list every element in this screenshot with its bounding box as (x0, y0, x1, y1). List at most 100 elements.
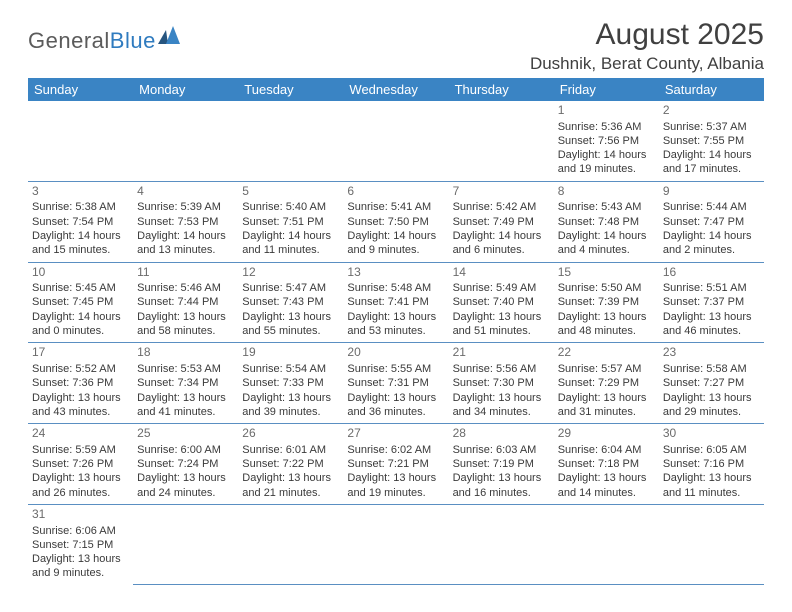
daylight-text: Daylight: 13 hours and 58 minutes. (137, 310, 234, 339)
sunset-text: Sunset: 7:47 PM (663, 215, 760, 229)
sunrise-text: Sunrise: 5:38 AM (32, 200, 129, 214)
daylight-text: Daylight: 14 hours and 2 minutes. (663, 229, 760, 258)
calendar-cell: 29Sunrise: 6:04 AMSunset: 7:18 PMDayligh… (554, 424, 659, 505)
day-number: 11 (137, 265, 234, 281)
sunset-text: Sunset: 7:45 PM (32, 295, 129, 309)
day-number: 12 (242, 265, 339, 281)
sunset-text: Sunset: 7:19 PM (453, 457, 550, 471)
sunset-text: Sunset: 7:51 PM (242, 215, 339, 229)
page-subtitle: Dushnik, Berat County, Albania (530, 54, 764, 74)
daylight-text: Daylight: 13 hours and 21 minutes. (242, 471, 339, 500)
sunrise-text: Sunrise: 6:05 AM (663, 443, 760, 457)
sunset-text: Sunset: 7:15 PM (32, 538, 129, 552)
calendar-cell: 27Sunrise: 6:02 AMSunset: 7:21 PMDayligh… (343, 424, 448, 505)
calendar-cell: 22Sunrise: 5:57 AMSunset: 7:29 PMDayligh… (554, 343, 659, 424)
logo-text-gray: General (28, 28, 110, 53)
sunrise-text: Sunrise: 6:04 AM (558, 443, 655, 457)
sunrise-text: Sunrise: 5:50 AM (558, 281, 655, 295)
calendar-cell (238, 101, 343, 181)
calendar-week-row: 24Sunrise: 5:59 AMSunset: 7:26 PMDayligh… (28, 424, 764, 505)
sunset-text: Sunset: 7:16 PM (663, 457, 760, 471)
day-number: 19 (242, 345, 339, 361)
sunrise-text: Sunrise: 6:03 AM (453, 443, 550, 457)
sunrise-text: Sunrise: 5:59 AM (32, 443, 129, 457)
calendar-cell: 18Sunrise: 5:53 AMSunset: 7:34 PMDayligh… (133, 343, 238, 424)
daylight-text: Daylight: 13 hours and 14 minutes. (558, 471, 655, 500)
sunset-text: Sunset: 7:34 PM (137, 376, 234, 390)
daylight-text: Daylight: 13 hours and 46 minutes. (663, 310, 760, 339)
daylight-text: Daylight: 14 hours and 15 minutes. (32, 229, 129, 258)
calendar-cell (343, 504, 448, 584)
day-number: 18 (137, 345, 234, 361)
sunrise-text: Sunrise: 5:55 AM (347, 362, 444, 376)
calendar-cell (343, 101, 448, 181)
sunrise-text: Sunrise: 5:42 AM (453, 200, 550, 214)
daylight-text: Daylight: 14 hours and 19 minutes. (558, 148, 655, 177)
day-header: Wednesday (343, 78, 448, 101)
calendar-week-row: 10Sunrise: 5:45 AMSunset: 7:45 PMDayligh… (28, 262, 764, 343)
daylight-text: Daylight: 13 hours and 41 minutes. (137, 391, 234, 420)
day-number: 29 (558, 426, 655, 442)
sunrise-text: Sunrise: 6:02 AM (347, 443, 444, 457)
calendar-cell: 9Sunrise: 5:44 AMSunset: 7:47 PMDaylight… (659, 181, 764, 262)
calendar-week-row: 3Sunrise: 5:38 AMSunset: 7:54 PMDaylight… (28, 181, 764, 262)
sunset-text: Sunset: 7:44 PM (137, 295, 234, 309)
calendar-cell: 4Sunrise: 5:39 AMSunset: 7:53 PMDaylight… (133, 181, 238, 262)
day-number: 4 (137, 184, 234, 200)
page-title: August 2025 (530, 18, 764, 52)
sunset-text: Sunset: 7:41 PM (347, 295, 444, 309)
daylight-text: Daylight: 13 hours and 24 minutes. (137, 471, 234, 500)
calendar-cell: 10Sunrise: 5:45 AMSunset: 7:45 PMDayligh… (28, 262, 133, 343)
sunset-text: Sunset: 7:43 PM (242, 295, 339, 309)
day-header: Sunday (28, 78, 133, 101)
day-number: 3 (32, 184, 129, 200)
sunrise-text: Sunrise: 5:53 AM (137, 362, 234, 376)
calendar-cell: 25Sunrise: 6:00 AMSunset: 7:24 PMDayligh… (133, 424, 238, 505)
calendar-cell (28, 101, 133, 181)
sunset-text: Sunset: 7:56 PM (558, 134, 655, 148)
daylight-text: Daylight: 14 hours and 4 minutes. (558, 229, 655, 258)
calendar-cell: 2Sunrise: 5:37 AMSunset: 7:55 PMDaylight… (659, 101, 764, 181)
day-header: Tuesday (238, 78, 343, 101)
daylight-text: Daylight: 13 hours and 43 minutes. (32, 391, 129, 420)
day-number: 1 (558, 103, 655, 119)
calendar-cell: 21Sunrise: 5:56 AMSunset: 7:30 PMDayligh… (449, 343, 554, 424)
calendar-body: 1Sunrise: 5:36 AMSunset: 7:56 PMDaylight… (28, 101, 764, 585)
sunrise-text: Sunrise: 5:36 AM (558, 120, 655, 134)
day-number: 25 (137, 426, 234, 442)
daylight-text: Daylight: 13 hours and 39 minutes. (242, 391, 339, 420)
sunset-text: Sunset: 7:53 PM (137, 215, 234, 229)
calendar-week-row: 17Sunrise: 5:52 AMSunset: 7:36 PMDayligh… (28, 343, 764, 424)
day-number: 15 (558, 265, 655, 281)
calendar-cell: 24Sunrise: 5:59 AMSunset: 7:26 PMDayligh… (28, 424, 133, 505)
calendar-cell: 15Sunrise: 5:50 AMSunset: 7:39 PMDayligh… (554, 262, 659, 343)
calendar-cell: 5Sunrise: 5:40 AMSunset: 7:51 PMDaylight… (238, 181, 343, 262)
logo-text: GeneralBlue (28, 28, 156, 54)
day-number: 14 (453, 265, 550, 281)
day-number: 27 (347, 426, 444, 442)
calendar-cell: 12Sunrise: 5:47 AMSunset: 7:43 PMDayligh… (238, 262, 343, 343)
day-number: 2 (663, 103, 760, 119)
calendar-cell (133, 101, 238, 181)
calendar-cell: 20Sunrise: 5:55 AMSunset: 7:31 PMDayligh… (343, 343, 448, 424)
sunset-text: Sunset: 7:48 PM (558, 215, 655, 229)
calendar-cell: 14Sunrise: 5:49 AMSunset: 7:40 PMDayligh… (449, 262, 554, 343)
calendar-week-row: 1Sunrise: 5:36 AMSunset: 7:56 PMDaylight… (28, 101, 764, 181)
daylight-text: Daylight: 13 hours and 9 minutes. (32, 552, 129, 581)
sunset-text: Sunset: 7:40 PM (453, 295, 550, 309)
day-number: 24 (32, 426, 129, 442)
calendar-cell: 23Sunrise: 5:58 AMSunset: 7:27 PMDayligh… (659, 343, 764, 424)
day-number: 8 (558, 184, 655, 200)
calendar-cell (133, 504, 238, 584)
daylight-text: Daylight: 13 hours and 16 minutes. (453, 471, 550, 500)
daylight-text: Daylight: 13 hours and 19 minutes. (347, 471, 444, 500)
sunrise-text: Sunrise: 5:41 AM (347, 200, 444, 214)
day-number: 5 (242, 184, 339, 200)
day-number: 6 (347, 184, 444, 200)
daylight-text: Daylight: 13 hours and 53 minutes. (347, 310, 444, 339)
day-number: 23 (663, 345, 760, 361)
sunset-text: Sunset: 7:33 PM (242, 376, 339, 390)
logo: GeneralBlue (28, 26, 180, 55)
sunset-text: Sunset: 7:22 PM (242, 457, 339, 471)
sunrise-text: Sunrise: 5:39 AM (137, 200, 234, 214)
